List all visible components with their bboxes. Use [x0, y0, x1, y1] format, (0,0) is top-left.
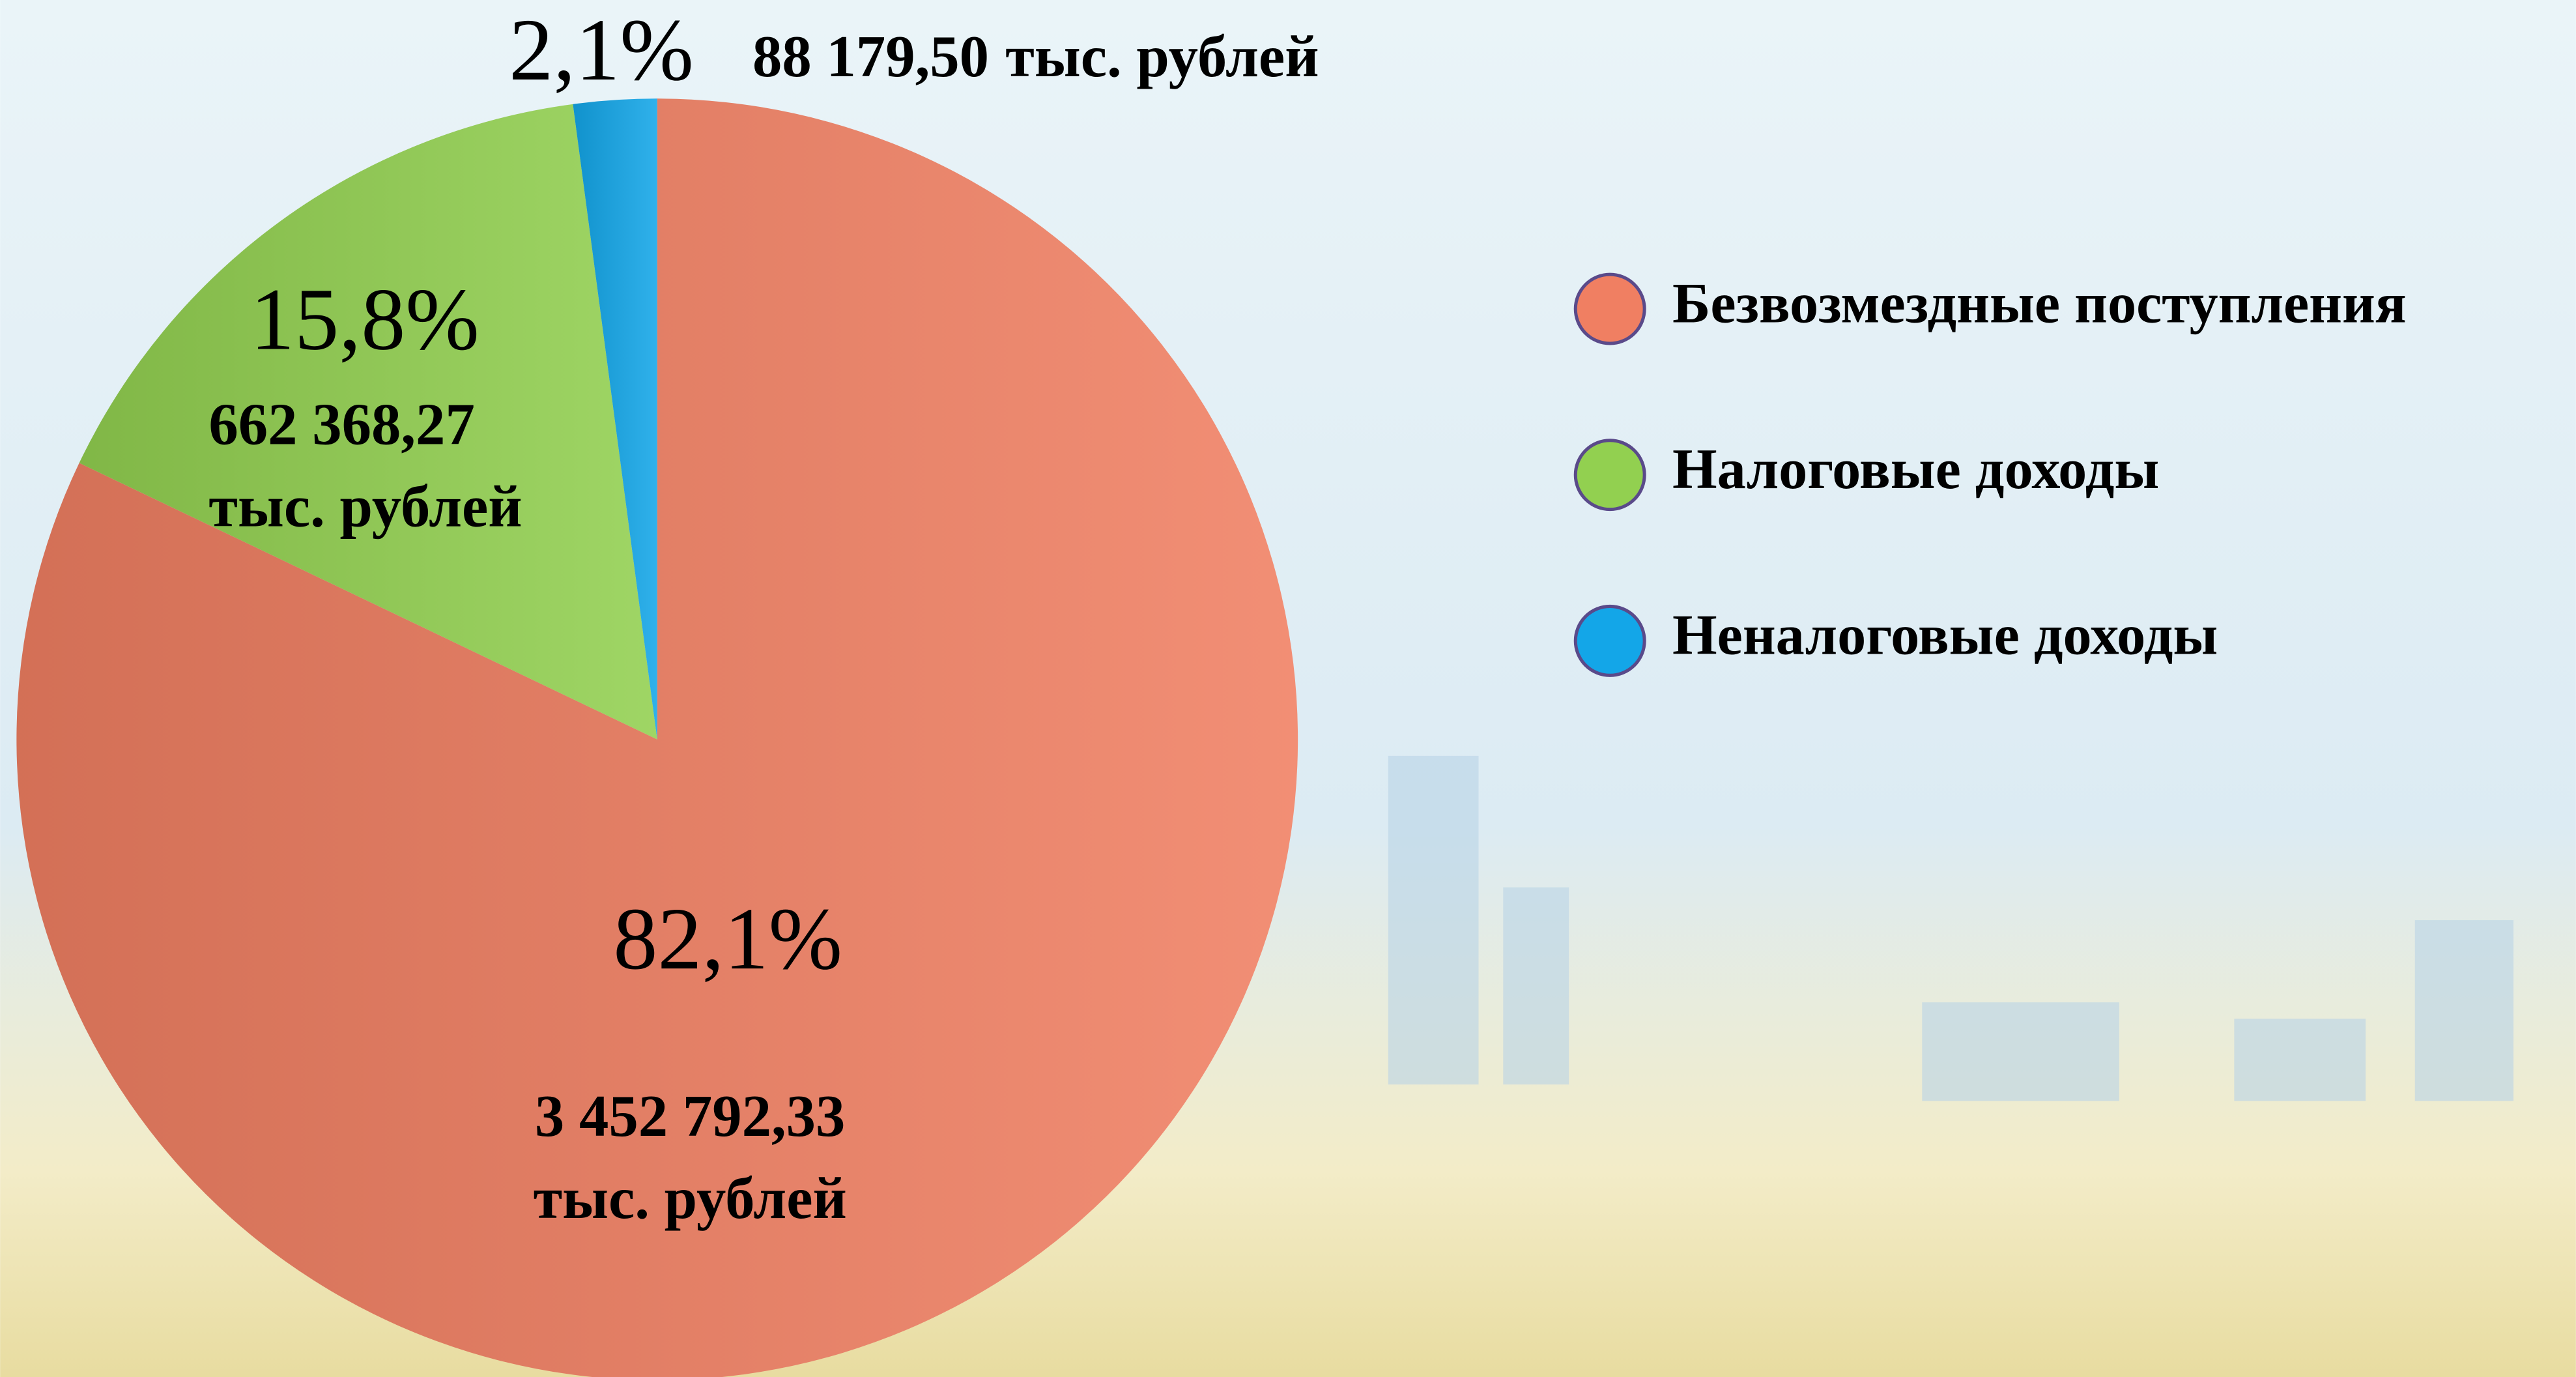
slice-shade: [16, 98, 1298, 1377]
legend-label: Неналоговые доходы: [1672, 603, 2218, 667]
city-silhouette: [1388, 755, 2514, 1101]
percent-label: 82,1%: [613, 890, 842, 988]
legend: Безвозмездные поступления Налоговые доход…: [1573, 271, 2407, 677]
slice-shade: [573, 98, 657, 740]
legend-label: Безвозмездные поступления: [1672, 271, 2407, 335]
slice-shade: [79, 104, 657, 740]
legend-marker: [1573, 439, 1646, 512]
unit-label: тыс. рублей: [1005, 23, 1319, 89]
pie: [16, 98, 1298, 1377]
percent-label: 15,8%: [250, 271, 479, 369]
legend-marker: [1573, 604, 1646, 677]
amount-label: 88 179,50: [752, 23, 989, 89]
amount-label: 662 368,27: [208, 391, 474, 457]
unit-label: тыс. рублей: [208, 474, 522, 540]
legend-label: Налоговые доходы: [1672, 437, 2159, 501]
unit-label: тыс. рублей: [534, 1165, 847, 1231]
amount-label: 3 452 792,33: [535, 1083, 846, 1149]
percent-label: 2,1%: [509, 1, 694, 99]
amount-label-line: 88 179,50 тыс. рублей: [752, 23, 1319, 89]
legend-marker: [1573, 272, 1646, 345]
labels: 82,1% 3 452 792,33 тыс. рублей 15,8% 662 368…: [208, 1, 1319, 1231]
